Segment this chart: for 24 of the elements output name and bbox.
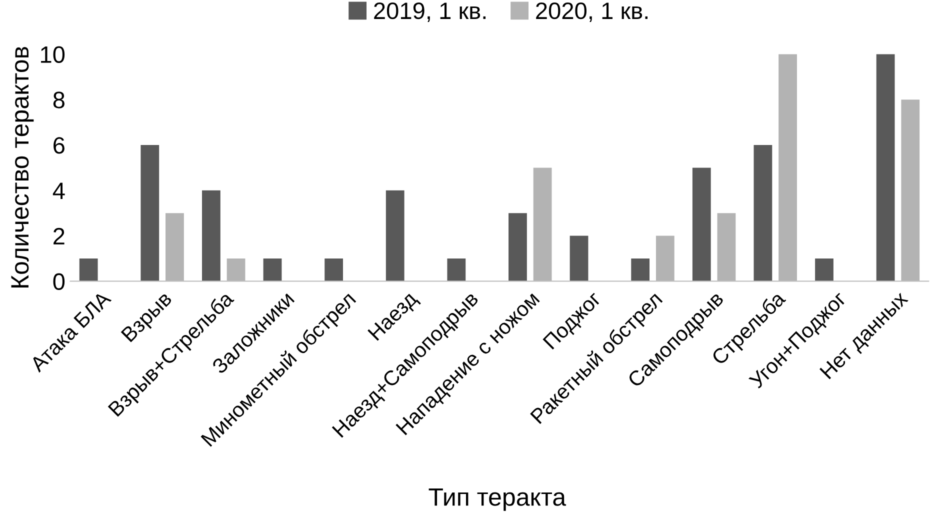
y-tick-label: 2 bbox=[54, 228, 64, 244]
bar bbox=[447, 258, 466, 282]
bar bbox=[754, 144, 772, 282]
bar bbox=[570, 236, 588, 282]
bar bbox=[876, 54, 895, 282]
y-tick-label: 10 bbox=[41, 46, 65, 63]
x-axis-title: Тип теракта bbox=[428, 488, 566, 511]
bar bbox=[815, 258, 834, 282]
bar bbox=[324, 258, 344, 282]
bar bbox=[79, 258, 98, 282]
bar bbox=[692, 168, 711, 282]
y-tick-label: 4 bbox=[52, 182, 65, 199]
bar bbox=[508, 213, 527, 282]
bar bbox=[202, 190, 220, 282]
bar bbox=[263, 258, 282, 282]
bar bbox=[140, 144, 160, 282]
y-tick-label: 0 bbox=[53, 273, 65, 290]
y-tick-label: 6 bbox=[54, 137, 64, 154]
y-tick-label: 8 bbox=[53, 92, 64, 108]
bar bbox=[386, 190, 404, 282]
legend-label: 2020, 1 кв. bbox=[536, 2, 648, 22]
legend-label: 2019, 1 кв. bbox=[374, 2, 486, 22]
y-axis-title: Количество терактов bbox=[11, 46, 34, 288]
bar bbox=[631, 258, 650, 282]
